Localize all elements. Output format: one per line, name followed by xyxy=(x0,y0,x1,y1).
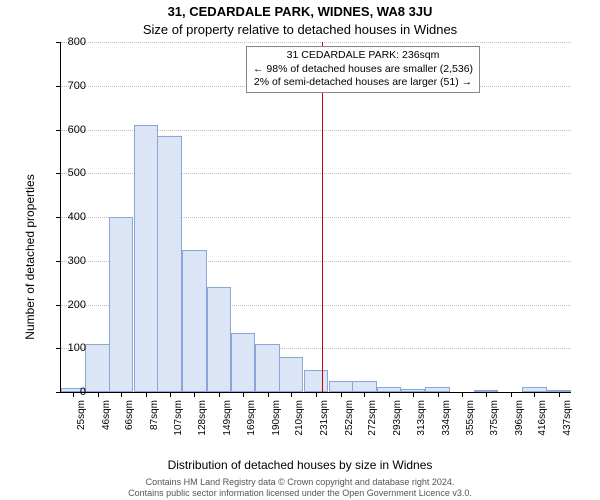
chart-subtitle: Size of property relative to detached ho… xyxy=(0,22,600,37)
x-tick-label: 334sqm xyxy=(441,400,452,450)
histogram-bar xyxy=(352,381,376,392)
x-tick-label: 128sqm xyxy=(197,400,208,450)
histogram-bar xyxy=(231,333,255,392)
reference-line xyxy=(322,42,323,392)
y-axis-label: Number of detached properties xyxy=(23,157,37,357)
y-tick-label: 600 xyxy=(56,124,86,136)
y-tick-label: 200 xyxy=(56,299,86,311)
x-tick-mark xyxy=(170,392,171,397)
chart-footer: Contains HM Land Registry data © Crown c… xyxy=(0,477,600,498)
x-tick-mark xyxy=(316,392,317,397)
x-tick-label: 375sqm xyxy=(489,400,500,450)
histogram-bar xyxy=(182,250,206,392)
histogram-bar xyxy=(304,370,328,392)
x-tick-label: 272sqm xyxy=(367,400,378,450)
y-tick-label: 400 xyxy=(56,211,86,223)
x-axis-label: Distribution of detached houses by size … xyxy=(0,458,600,472)
x-tick-label: 252sqm xyxy=(344,400,355,450)
annotation-line-1: 31 CEDARDALE PARK: 236sqm xyxy=(287,49,440,61)
annotation-line-3: 2% of semi-detached houses are larger (5… xyxy=(254,76,472,88)
y-tick-label: 800 xyxy=(56,36,86,48)
y-tick-label: 500 xyxy=(56,167,86,179)
x-tick-label: 355sqm xyxy=(465,400,476,450)
histogram-bar xyxy=(157,136,181,392)
x-tick-mark xyxy=(486,392,487,397)
x-tick-label: 437sqm xyxy=(562,400,573,450)
histogram-bar xyxy=(85,344,109,392)
x-tick-mark xyxy=(534,392,535,397)
x-tick-label: 416sqm xyxy=(537,400,548,450)
x-tick-label: 190sqm xyxy=(271,400,282,450)
histogram-bar xyxy=(109,217,133,392)
x-tick-label: 87sqm xyxy=(149,400,160,450)
chart-title: 31, CEDARDALE PARK, WIDNES, WA8 3JU xyxy=(0,4,600,19)
y-tick-label: 0 xyxy=(56,386,86,398)
footer-line-2: Contains public sector information licen… xyxy=(128,488,472,498)
x-tick-mark xyxy=(559,392,560,397)
x-tick-mark xyxy=(121,392,122,397)
y-tick-label: 100 xyxy=(56,342,86,354)
x-tick-label: 313sqm xyxy=(416,400,427,450)
x-tick-mark xyxy=(413,392,414,397)
histogram-bar xyxy=(255,344,279,392)
x-tick-mark xyxy=(146,392,147,397)
histogram-bar xyxy=(329,381,353,392)
x-tick-mark xyxy=(462,392,463,397)
y-tick-label: 300 xyxy=(56,255,86,267)
x-tick-mark xyxy=(438,392,439,397)
x-tick-mark xyxy=(194,392,195,397)
annotation-line-2: ← 98% of detached houses are smaller (2,… xyxy=(253,63,473,75)
x-tick-mark xyxy=(243,392,244,397)
x-tick-label: 210sqm xyxy=(294,400,305,450)
footer-line-1: Contains HM Land Registry data © Crown c… xyxy=(146,477,455,487)
x-tick-label: 169sqm xyxy=(246,400,257,450)
x-tick-mark xyxy=(291,392,292,397)
x-tick-mark xyxy=(219,392,220,397)
histogram-bar xyxy=(207,287,231,392)
x-tick-mark xyxy=(364,392,365,397)
x-tick-mark xyxy=(268,392,269,397)
histogram-bar xyxy=(134,125,158,392)
annotation-box: 31 CEDARDALE PARK: 236sqm ← 98% of detach… xyxy=(246,46,480,93)
chart-container: 31, CEDARDALE PARK, WIDNES, WA8 3JU Size… xyxy=(0,0,600,500)
plot-area: 31 CEDARDALE PARK: 236sqm ← 98% of detach… xyxy=(60,42,571,393)
y-tick-label: 700 xyxy=(56,80,86,92)
x-tick-label: 293sqm xyxy=(392,400,403,450)
x-tick-label: 25sqm xyxy=(76,400,87,450)
x-tick-mark xyxy=(389,392,390,397)
x-tick-label: 231sqm xyxy=(319,400,330,450)
x-tick-mark xyxy=(511,392,512,397)
x-tick-label: 46sqm xyxy=(101,400,112,450)
histogram-bar xyxy=(279,357,303,392)
x-tick-mark xyxy=(98,392,99,397)
x-tick-label: 107sqm xyxy=(173,400,184,450)
grid-line xyxy=(61,42,571,43)
x-tick-label: 66sqm xyxy=(124,400,135,450)
x-tick-label: 396sqm xyxy=(514,400,525,450)
x-tick-mark xyxy=(341,392,342,397)
x-tick-label: 149sqm xyxy=(222,400,233,450)
